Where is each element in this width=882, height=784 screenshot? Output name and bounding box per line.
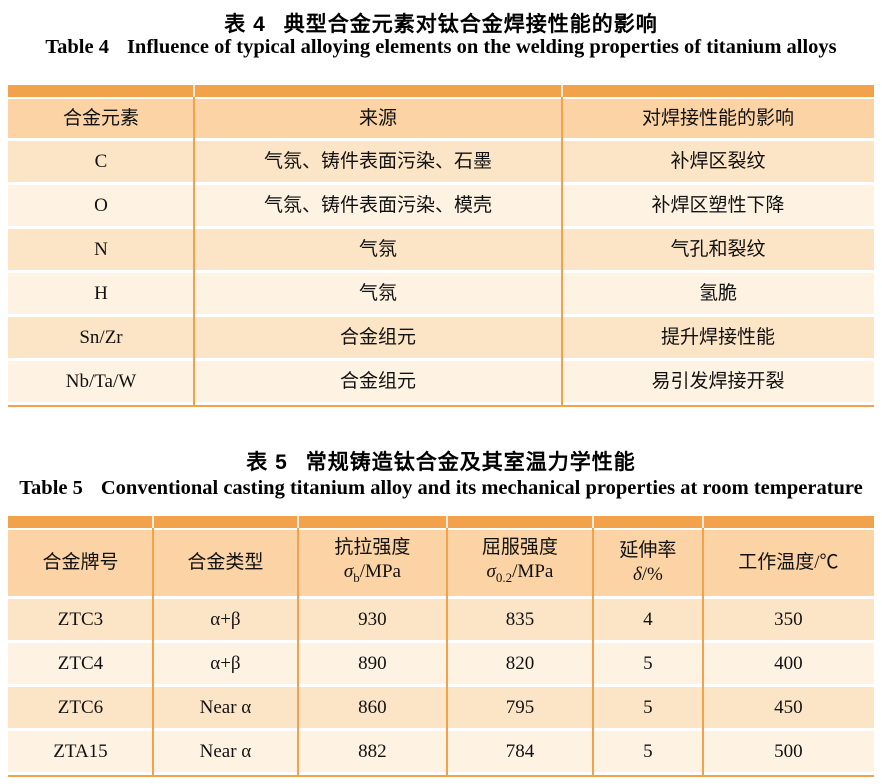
cell-source: 气氛 <box>194 273 562 314</box>
table-row: Nb/Ta/W 合金组元 易引发焊接开裂 <box>8 361 874 402</box>
cell-yield: 835 <box>446 599 593 640</box>
table5-top-bar <box>8 516 874 528</box>
cell-temp: 350 <box>702 599 874 640</box>
table5-header-yield: 屈服强度 σ0.2/MPa <box>446 530 593 596</box>
table5-label-en: Table 5 <box>19 477 83 499</box>
cell-type: α+β <box>152 599 298 640</box>
table4-header-source: 来源 <box>194 99 562 138</box>
cell-element: Sn/Zr <box>8 317 195 358</box>
cell-grade: ZTA15 <box>8 731 153 772</box>
table4-bottom-rule <box>8 404 874 407</box>
cell-yield: 784 <box>446 731 593 772</box>
cell-type: α+β <box>152 643 298 684</box>
cell-yield: 795 <box>446 687 593 728</box>
table5-bottom-rule <box>8 774 874 777</box>
bar-separator <box>193 85 196 97</box>
column-divider <box>193 97 196 407</box>
cell-temp: 450 <box>702 687 874 728</box>
cell-elongation: 5 <box>592 731 703 772</box>
table4-header-effect: 对焊接性能的影响 <box>561 99 874 138</box>
cell-source: 合金组元 <box>194 317 562 358</box>
cell-effect: 补焊区裂纹 <box>561 141 874 182</box>
column-divider <box>445 528 448 777</box>
table5: 合金牌号 合金类型 抗拉强度 σb/MPa 屈服强度 σ0.2/MPa 延伸率 … <box>8 516 874 777</box>
bar-separator <box>560 85 563 97</box>
cell-grade: ZTC4 <box>8 643 153 684</box>
table5-caption-en: Conventional casting titanium alloy and … <box>100 477 863 499</box>
cell-elongation: 4 <box>592 599 703 640</box>
bar-separator <box>296 516 299 528</box>
cell-element: N <box>8 229 195 270</box>
cell-source: 气氛、铸件表面污染、模壳 <box>194 185 562 226</box>
table-row: H 气氛 氢脆 <box>8 273 874 314</box>
table-row: N 气氛 气孔和裂纹 <box>8 229 874 270</box>
table-row: Sn/Zr 合金组元 提升焊接性能 <box>8 317 874 358</box>
table4: 合金元素 来源 对焊接性能的影响 C 气氛、铸件表面污染、石墨 补焊区裂纹 O … <box>8 85 874 407</box>
cell-source: 气氛 <box>194 229 562 270</box>
table4-label-en: Table 4 <box>45 36 109 58</box>
cell-temp: 400 <box>702 643 874 684</box>
cell-temp: 500 <box>702 731 874 772</box>
cell-element: O <box>8 185 195 226</box>
table4-caption-zh: 典型合金元素对钛合金焊接性能的影响 <box>283 13 658 36</box>
cell-element: H <box>8 273 195 314</box>
cell-tensile: 882 <box>297 731 447 772</box>
table-row: ZTC6 Near α 860 795 5 450 <box>8 687 874 728</box>
table5-header-grade: 合金牌号 <box>8 530 153 596</box>
table5-header-tensile: 抗拉强度 σb/MPa <box>297 530 447 596</box>
column-divider <box>296 528 299 777</box>
table5-label-zh: 表 5 <box>246 451 288 474</box>
cell-effect: 气孔和裂纹 <box>561 229 874 270</box>
cell-effect: 氢脆 <box>561 273 874 314</box>
cell-type: Near α <box>152 687 298 728</box>
table4-header-element: 合金元素 <box>8 99 195 138</box>
table5-title-chinese: 表 5 常规铸造钛合金及其室温力学性能 <box>0 446 882 476</box>
cell-tensile: 930 <box>297 599 447 640</box>
bar-separator <box>591 516 594 528</box>
table-row: O 气氛、铸件表面污染、模壳 补焊区塑性下降 <box>8 185 874 226</box>
bar-separator <box>151 516 154 528</box>
column-divider <box>591 528 594 777</box>
cell-elongation: 5 <box>592 687 703 728</box>
cell-yield: 820 <box>446 643 593 684</box>
table5-title-english: Table 5 Conventional casting titanium all… <box>0 477 882 500</box>
cell-source: 合金组元 <box>194 361 562 402</box>
table5-header-elongation: 延伸率 δ/% <box>592 530 703 596</box>
table-row: ZTA15 Near α 882 784 5 500 <box>8 731 874 772</box>
cell-type: Near α <box>152 731 298 772</box>
cell-tensile: 890 <box>297 643 447 684</box>
table5-header-working-temp: 工作温度/℃ <box>702 530 874 596</box>
table-row: ZTC3 α+β 930 835 4 350 <box>8 599 874 640</box>
cell-grade: ZTC6 <box>8 687 153 728</box>
table5-caption-zh: 常规铸造钛合金及其室温力学性能 <box>305 451 636 474</box>
table4-title-chinese: 表 4 典型合金元素对钛合金焊接性能的影响 <box>0 8 882 38</box>
table4-top-bar <box>8 85 874 97</box>
table5-header-type: 合金类型 <box>152 530 298 596</box>
cell-source: 气氛、铸件表面污染、石墨 <box>194 141 562 182</box>
bar-separator <box>445 516 448 528</box>
cell-element: Nb/Ta/W <box>8 361 195 402</box>
table5-header-row: 合金牌号 合金类型 抗拉强度 σb/MPa 屈服强度 σ0.2/MPa 延伸率 … <box>8 530 874 596</box>
table-row: ZTC4 α+β 890 820 5 400 <box>8 643 874 684</box>
table4-label-zh: 表 4 <box>224 13 266 36</box>
table4-title-english: Table 4 Influence of typical alloying ele… <box>0 36 882 59</box>
column-divider <box>560 97 563 407</box>
cell-tensile: 860 <box>297 687 447 728</box>
bar-separator <box>701 516 704 528</box>
cell-grade: ZTC3 <box>8 599 153 640</box>
table-row: C 气氛、铸件表面污染、石墨 补焊区裂纹 <box>8 141 874 182</box>
cell-elongation: 5 <box>592 643 703 684</box>
table4-header-row: 合金元素 来源 对焊接性能的影响 <box>8 99 874 138</box>
cell-effect: 易引发焊接开裂 <box>561 361 874 402</box>
column-divider <box>701 528 704 777</box>
cell-element: C <box>8 141 195 182</box>
cell-effect: 补焊区塑性下降 <box>561 185 874 226</box>
table4-caption-en: Influence of typical alloying elements o… <box>126 36 837 58</box>
cell-effect: 提升焊接性能 <box>561 317 874 358</box>
column-divider <box>151 528 154 777</box>
